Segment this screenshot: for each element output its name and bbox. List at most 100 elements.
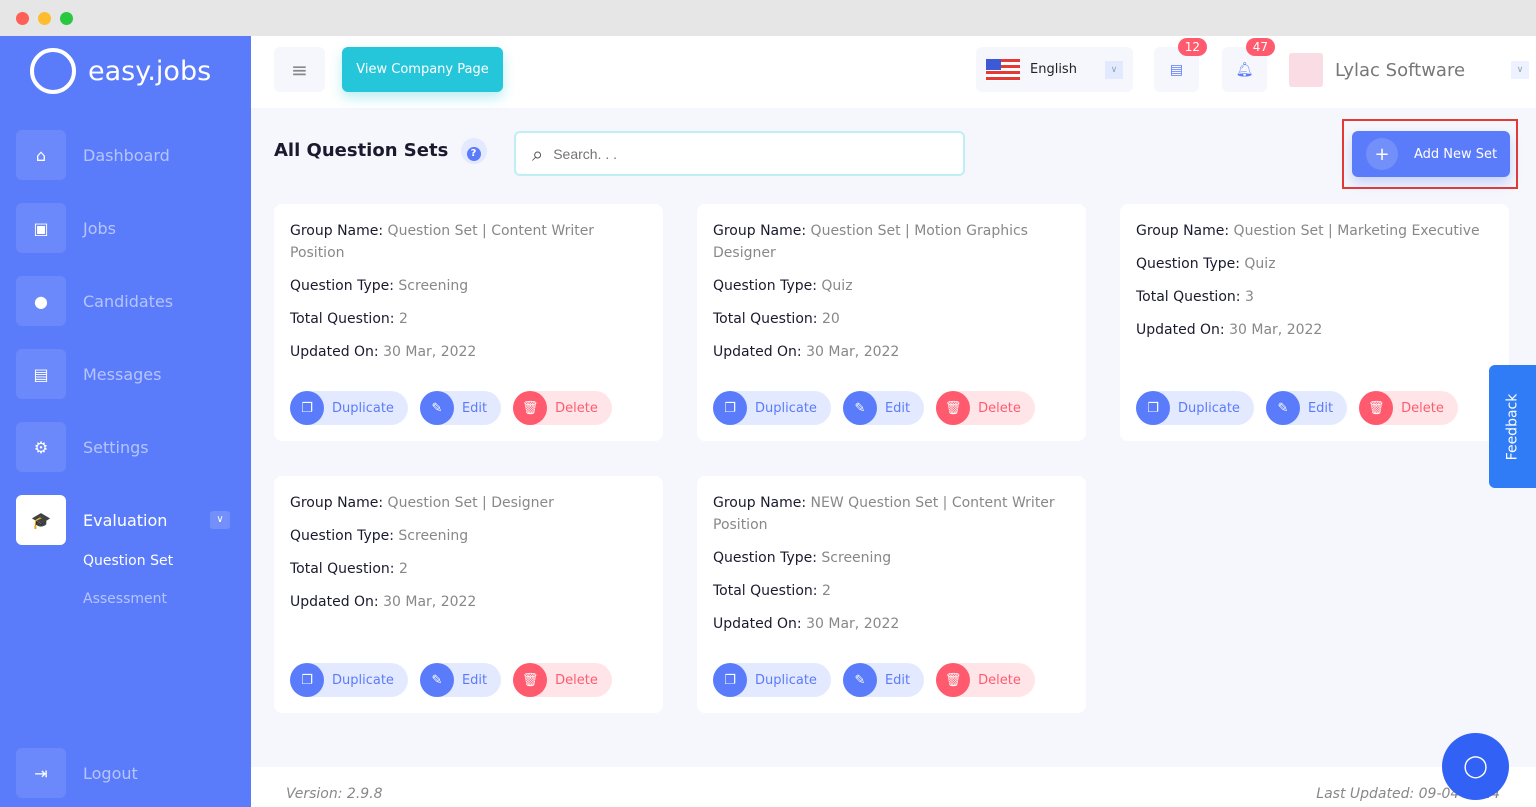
gear-icon: ⚙ xyxy=(16,422,66,472)
copy-icon: ❐ xyxy=(713,663,747,697)
sidebar: easy.jobs ⌂ Dashboard ▣ Jobs ● Candidates ▤ Mes… xyxy=(0,36,251,807)
sidebar-item-settings[interactable]: ⚙ Settings xyxy=(16,422,236,472)
feedback-tab[interactable]: Feedback xyxy=(1489,365,1536,488)
sidebar-item-dashboard[interactable]: ⌂ Dashboard xyxy=(16,130,236,180)
duplicate-button[interactable]: ❐ Duplicate xyxy=(1136,391,1254,425)
chevron-down-icon: ∨ xyxy=(1511,61,1529,79)
pencil-icon: ✎ xyxy=(842,663,877,697)
total-question: Total Question: 2 xyxy=(290,561,408,577)
plus-icon: + xyxy=(1366,138,1398,170)
add-new-set-button[interactable]: + Add New Set xyxy=(1352,131,1510,177)
messages-badge: 12 xyxy=(1177,38,1207,56)
sidebar-item-label: Dashboard xyxy=(83,145,170,165)
delete-label: Delete xyxy=(978,672,1021,688)
logout-label: Logout xyxy=(83,763,138,783)
delete-button[interactable]: 🗑︎ Delete xyxy=(936,663,1035,697)
minimize-window-button[interactable] xyxy=(38,12,51,25)
chevron-down-icon: ∨ xyxy=(1105,60,1123,79)
notifications-badge: 47 xyxy=(1245,38,1275,56)
sidebar-item-evaluation[interactable]: 🎓 Evaluation ∨ xyxy=(16,495,236,545)
trash-icon: 🗑︎ xyxy=(936,663,971,697)
user-icon: ● xyxy=(16,276,66,326)
messages-button[interactable]: ▤ 12 xyxy=(1154,38,1207,92)
question-set-card: Group Name: Question Set | Content Write… xyxy=(274,204,663,441)
sidebar-item-messages[interactable]: ▤ Messages xyxy=(16,349,236,399)
copy-icon: ❐ xyxy=(1136,391,1170,425)
version-text: Version: 2.9.8 xyxy=(286,786,383,802)
question-type: Question Type: Quiz xyxy=(713,278,853,294)
question-set-card: Group Name: NEW Question Set | Content W… xyxy=(697,476,1086,713)
company-name: Lylac Software xyxy=(1335,59,1466,81)
updated-on: Updated On: 30 Mar, 2022 xyxy=(290,344,477,360)
delete-label: Delete xyxy=(978,400,1021,416)
edit-button[interactable]: ✎ Edit xyxy=(419,391,502,425)
delete-button[interactable]: 🗑︎ Delete xyxy=(936,391,1035,425)
pencil-icon: ✎ xyxy=(419,663,454,697)
hamburger-icon: ≡ xyxy=(291,57,308,82)
copy-icon: ❐ xyxy=(713,391,747,425)
edit-label: Edit xyxy=(1307,400,1334,416)
duplicate-label: Duplicate xyxy=(332,400,394,416)
sidebar-item-label: Jobs xyxy=(83,218,116,238)
help-icon[interactable]: ? xyxy=(460,138,487,164)
chat-bubble-icon: ◯ xyxy=(1463,754,1488,779)
search-input[interactable] xyxy=(553,145,914,162)
edit-button[interactable]: ✎ Edit xyxy=(842,391,925,425)
top-header: ≡ View Company Page English ∨ ▤ 12 🔔︎ 47 L… xyxy=(251,36,1536,108)
logo-icon xyxy=(30,48,76,94)
close-window-button[interactable] xyxy=(16,12,29,25)
language-select[interactable]: English ∨ xyxy=(976,47,1133,92)
live-chat-button[interactable]: ◯ xyxy=(1442,733,1509,800)
sidebar-item-label: Candidates xyxy=(83,291,174,311)
sidebar-item-label: Settings xyxy=(83,437,149,457)
add-new-set-highlight: + Add New Set xyxy=(1342,119,1518,189)
duplicate-label: Duplicate xyxy=(332,672,394,688)
edit-label: Edit xyxy=(461,672,488,688)
view-company-page-button[interactable]: View Company Page xyxy=(342,47,503,92)
updated-on: Updated On: 30 Mar, 2022 xyxy=(713,616,900,632)
delete-label: Delete xyxy=(555,672,598,688)
delete-button[interactable]: 🗑︎ Delete xyxy=(1359,391,1458,425)
notifications-button[interactable]: 🔔︎ 47 xyxy=(1222,38,1275,92)
menu-toggle-button[interactable]: ≡ xyxy=(274,47,325,92)
delete-button[interactable]: 🗑︎ Delete xyxy=(513,391,612,425)
edit-button[interactable]: ✎ Edit xyxy=(1265,391,1348,425)
question-type: Question Type: Screening xyxy=(713,550,892,566)
sidebar-subitem-assessment[interactable]: Assessment xyxy=(83,591,167,607)
delete-button[interactable]: 🗑︎ Delete xyxy=(513,663,612,697)
browser-chrome xyxy=(0,0,1536,36)
language-label: English xyxy=(1030,62,1077,77)
edit-button[interactable]: ✎ Edit xyxy=(842,663,925,697)
sidebar-item-candidates[interactable]: ● Candidates xyxy=(16,276,236,326)
logo-text: easy.jobs xyxy=(88,55,212,87)
group-name: Group Name: Question Set | Motion Graphi… xyxy=(713,223,1028,261)
company-menu[interactable]: Lylac Software ∨ xyxy=(1289,53,1529,87)
total-question: Total Question: 2 xyxy=(290,311,408,327)
home-icon: ⌂ xyxy=(16,130,66,180)
edit-button[interactable]: ✎ Edit xyxy=(419,663,502,697)
delete-label: Delete xyxy=(1401,400,1444,416)
total-question: Total Question: 2 xyxy=(713,583,831,599)
duplicate-button[interactable]: ❐ Duplicate xyxy=(713,663,831,697)
group-name: Group Name: NEW Question Set | Content W… xyxy=(713,495,1055,533)
duplicate-button[interactable]: ❐ Duplicate xyxy=(713,391,831,425)
copy-icon: ❐ xyxy=(290,391,324,425)
chevron-down-icon[interactable]: ∨ xyxy=(210,511,230,529)
logout-button[interactable]: ⇥ Logout xyxy=(16,748,236,798)
search-icon: ⌕ xyxy=(532,141,544,166)
pencil-icon: ✎ xyxy=(842,391,877,425)
maximize-window-button[interactable] xyxy=(60,12,73,25)
pencil-icon: ✎ xyxy=(1265,391,1300,425)
duplicate-button[interactable]: ❐ Duplicate xyxy=(290,663,408,697)
sidebar-subitem-question-set[interactable]: Question Set xyxy=(83,553,174,569)
trash-icon: 🗑︎ xyxy=(1359,391,1394,425)
duplicate-button[interactable]: ❐ Duplicate xyxy=(290,391,408,425)
question-type: Question Type: Screening xyxy=(290,528,469,544)
total-question: Total Question: 3 xyxy=(1136,289,1254,305)
sidebar-item-label: Messages xyxy=(83,364,162,384)
sidebar-item-jobs[interactable]: ▣ Jobs xyxy=(16,203,236,253)
page-title: All Question Sets ? xyxy=(274,138,487,164)
logo[interactable]: easy.jobs xyxy=(30,48,211,94)
bell-icon: 🔔︎ xyxy=(1235,61,1254,78)
footer: Version: 2.9.8 Last Updated: 09-04-2024 xyxy=(251,767,1536,807)
